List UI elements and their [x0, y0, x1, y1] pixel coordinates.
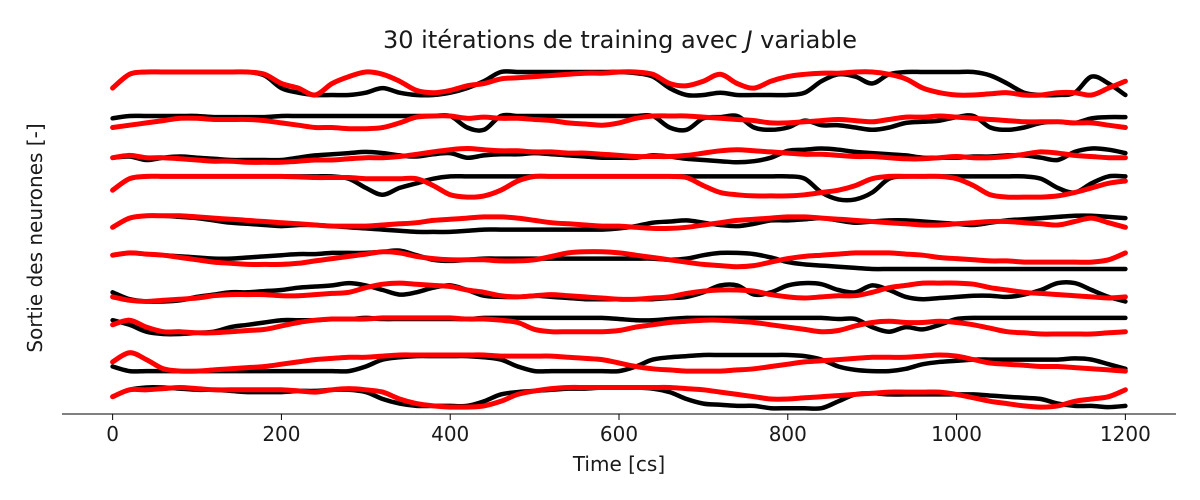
output-trace-neuron-3 [110, 173, 1128, 200]
x-tick-label-1000: 1000 [931, 422, 982, 446]
x-tick-label-0: 0 [106, 422, 119, 446]
chart-title: 30 itérations de training avec J variabl… [383, 26, 857, 54]
y-axis-label: Sortie des neurones [-] [23, 123, 47, 352]
chart-title-suffix: variable [753, 26, 857, 54]
x-tick-label-200: 200 [262, 422, 300, 446]
output-trace-neuron-4 [110, 213, 1128, 232]
output-trace-neuron-5 [110, 249, 1128, 270]
x-axis-label: Time [cs] [572, 452, 665, 476]
target-trace-neuron-5 [110, 248, 1128, 272]
output-trace-neuron-2 [110, 146, 1128, 165]
x-tick-label-1200: 1200 [1100, 422, 1151, 446]
output-trace-neuron-9 [110, 384, 1128, 410]
output-trace-neuron-0 [110, 69, 1128, 98]
output-trace-neuron-6 [110, 280, 1128, 304]
x-tick-label-800: 800 [769, 422, 807, 446]
target-trace-neuron-8 [110, 352, 1128, 374]
output-trace-neuron-1 [110, 113, 1128, 132]
target-trace-neuron-7 [110, 315, 1128, 337]
chart-title-italic: J [741, 26, 752, 54]
output-trace-neuron-7 [110, 315, 1128, 337]
x-ticks: 0 200 400 600 800 1000 1200 [106, 414, 1151, 446]
output-trace-neuron-8 [110, 350, 1128, 374]
chart-title-prefix: 30 itérations de training avec [383, 26, 745, 54]
x-tick-label-400: 400 [431, 422, 469, 446]
traces [110, 69, 1128, 411]
x-tick-label-600: 600 [600, 422, 638, 446]
